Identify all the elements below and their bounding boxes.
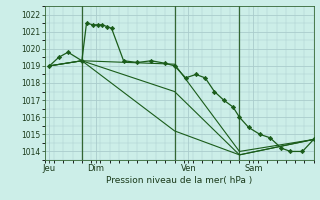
X-axis label: Pression niveau de la mer( hPa ): Pression niveau de la mer( hPa ): [106, 176, 252, 185]
